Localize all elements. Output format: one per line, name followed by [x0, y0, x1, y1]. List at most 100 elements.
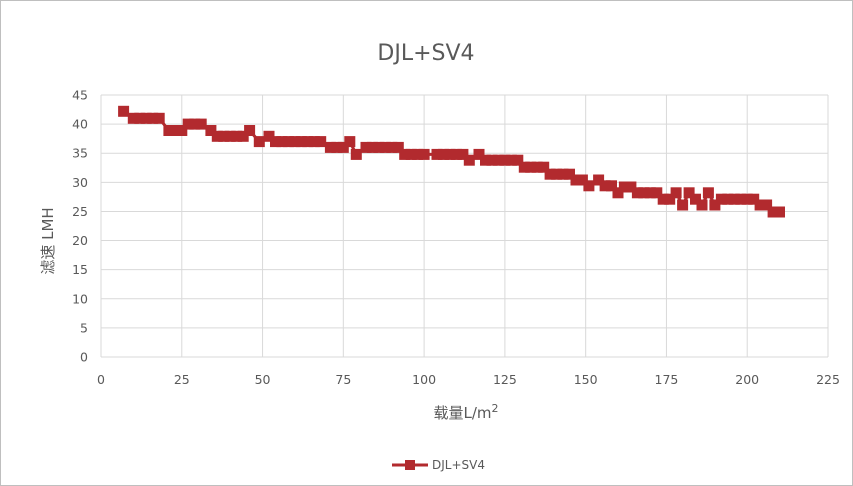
y-tick-label: 40	[72, 117, 88, 132]
data-point	[638, 187, 650, 199]
x-tick-label: 75	[335, 372, 351, 387]
data-point	[324, 141, 336, 153]
data-point	[379, 141, 391, 153]
data-point	[405, 148, 417, 160]
x-axis-label-superscript: 2	[492, 402, 499, 415]
data-point	[195, 118, 207, 130]
y-tick-label: 15	[72, 262, 88, 277]
data-point	[218, 130, 230, 142]
data-point	[767, 206, 779, 218]
data-point	[205, 125, 217, 136]
data-point	[276, 136, 288, 148]
data-point	[570, 174, 582, 186]
data-point	[182, 118, 194, 130]
data-point	[399, 148, 411, 160]
legend[interactable]: DJL+SV4	[392, 458, 485, 472]
chart-title: DJL+SV4	[377, 41, 474, 66]
data-point	[677, 199, 689, 211]
data-point	[263, 130, 275, 142]
data-point	[722, 193, 734, 205]
data-point	[499, 154, 511, 166]
data-point	[599, 180, 611, 192]
data-point	[237, 130, 249, 142]
data-point	[618, 181, 630, 193]
data-point	[702, 187, 714, 199]
data-point	[657, 193, 669, 205]
data-point	[360, 141, 372, 153]
y-tick-label: 45	[72, 88, 88, 103]
data-point	[366, 141, 378, 153]
data-point	[651, 187, 663, 199]
data-point	[231, 130, 243, 142]
data-point	[564, 168, 575, 180]
data-point	[709, 199, 721, 211]
data-point	[431, 148, 443, 160]
data-point	[118, 105, 130, 117]
y-tick-label: 35	[72, 146, 88, 161]
data-point	[696, 199, 708, 211]
x-tick-label: 175	[655, 372, 679, 387]
x-tick-labels: 0 25 50 75 100 125 150 175 200 225	[97, 372, 840, 387]
y-tick-label: 0	[80, 350, 88, 365]
data-point	[308, 136, 320, 148]
data-point	[244, 125, 256, 136]
data-point	[741, 193, 753, 205]
x-tick-label: 50	[255, 372, 271, 387]
data-point	[754, 199, 766, 211]
data-point	[315, 136, 327, 148]
data-point	[538, 161, 550, 173]
legend-label: DJL+SV4	[432, 458, 485, 472]
x-tick-label: 200	[735, 372, 759, 387]
data-point	[551, 168, 563, 180]
data-point	[211, 130, 223, 142]
x-axis-label: 载量L/m2	[433, 402, 498, 422]
x-tick-label: 150	[574, 372, 598, 387]
data-point	[728, 193, 740, 205]
data-point	[748, 193, 760, 205]
data-point	[644, 187, 656, 199]
data-point	[253, 136, 265, 148]
y-tick-labels: 0 5 10 15 20 25 30 35 40 45	[72, 88, 88, 365]
x-tick-label: 225	[816, 372, 840, 387]
data-series	[118, 105, 785, 218]
grid	[100, 94, 829, 358]
data-point	[690, 193, 701, 205]
data-point	[480, 154, 491, 166]
data-point	[140, 112, 152, 124]
data-point	[331, 141, 343, 153]
data-point	[224, 130, 236, 142]
data-point	[606, 180, 617, 192]
x-axis-label-main: 载量L/m	[433, 404, 491, 422]
data-point	[735, 193, 747, 205]
data-point	[373, 141, 385, 153]
data-point	[418, 148, 430, 160]
data-point	[189, 118, 201, 130]
data-point	[450, 148, 462, 160]
x-tick-label: 25	[174, 372, 190, 387]
data-point	[163, 125, 175, 136]
x-tick-label: 100	[412, 372, 436, 387]
data-point	[134, 112, 146, 124]
data-point	[302, 136, 314, 148]
data-point	[518, 161, 530, 173]
legend-marker-icon	[405, 460, 415, 470]
y-tick-label: 10	[72, 291, 88, 306]
data-point	[153, 112, 165, 124]
data-point	[127, 112, 139, 124]
y-tick-label: 30	[72, 175, 88, 190]
data-point	[492, 154, 504, 166]
data-point	[593, 174, 605, 186]
data-point	[337, 141, 349, 153]
data-point	[544, 168, 556, 180]
data-point	[412, 148, 424, 160]
data-point	[350, 148, 362, 160]
data-point	[392, 141, 404, 153]
data-point	[715, 193, 727, 205]
data-point	[386, 141, 398, 153]
x-tick-label: 125	[493, 372, 517, 387]
data-point	[631, 187, 643, 199]
data-point	[512, 154, 524, 166]
data-point	[576, 174, 588, 186]
